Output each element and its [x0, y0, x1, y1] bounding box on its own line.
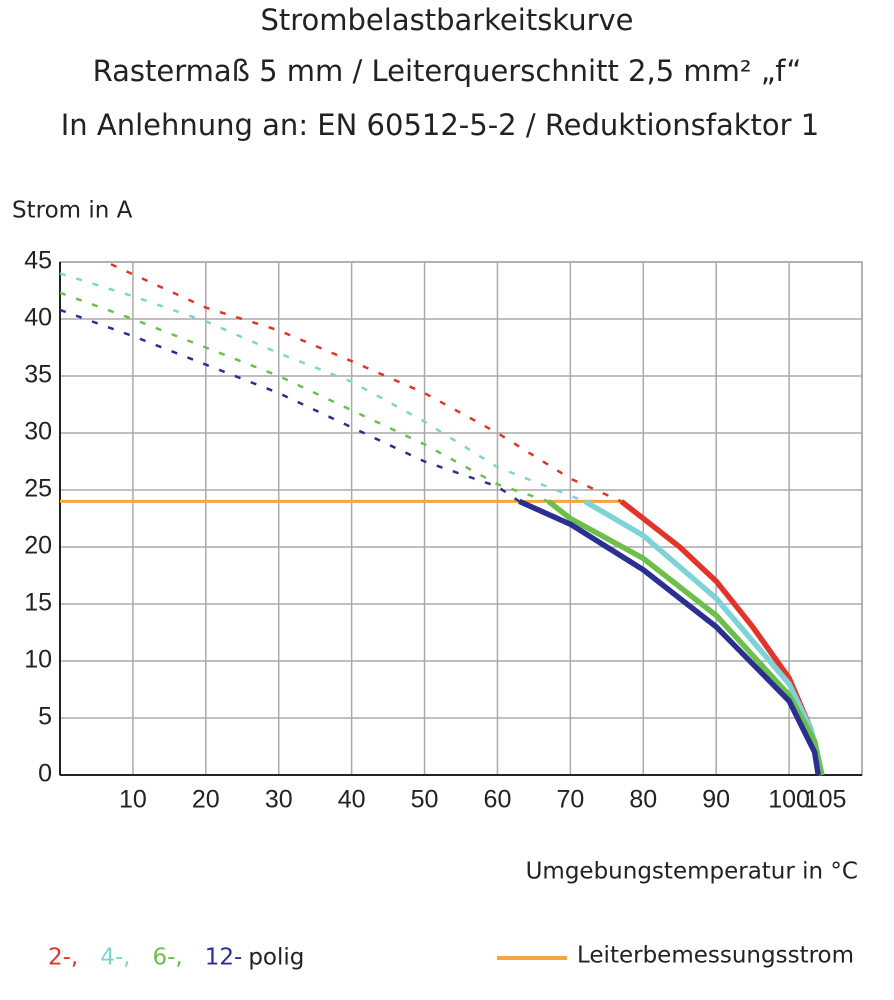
y-tick-label: 30	[24, 418, 52, 446]
x-tick-label: 60	[484, 786, 512, 814]
plot-frame	[59, 261, 863, 776]
y-tick-label: 45	[24, 247, 52, 275]
curve-extrapolated	[110, 263, 622, 503]
y-tick-label: 5	[38, 703, 52, 731]
y-axis-label: Strom in A	[12, 198, 133, 224]
x-tick-label: 90	[702, 786, 730, 814]
x-tick-label: 30	[265, 786, 293, 814]
title-line: Rastermaß 5 mm / Leiterquerschnitt 2,5 m…	[93, 54, 802, 88]
x-tick-label: 40	[338, 786, 366, 814]
curve-extrapolated	[59, 308, 521, 503]
y-tick-label: 20	[24, 532, 52, 560]
curve	[518, 498, 821, 776]
y-tick-label: 0	[38, 760, 52, 788]
legend-entry: Leiterbemessungsstrom	[577, 943, 854, 969]
x-tick-label: 50	[411, 786, 439, 814]
x-axis-label: Umgebungstemperatur in °C	[526, 859, 858, 885]
y-tick-label: 10	[24, 646, 52, 674]
y-tick-label: 15	[24, 589, 52, 617]
x-tick-label: 80	[629, 786, 657, 814]
y-tick-label: 35	[24, 361, 52, 389]
legend-entry: 12-	[205, 945, 243, 971]
x-tick-label: 20	[192, 786, 220, 814]
title-line: Strombelastbarkeitskurve	[260, 3, 633, 37]
x-tick-label: 105	[805, 786, 847, 814]
legend-suffix: polig	[248, 945, 304, 971]
legend-entry: 4-,	[100, 945, 130, 971]
curve-extrapolated	[59, 272, 586, 503]
legend-entry: 6-,	[153, 945, 183, 971]
title-line: In Anlehnung an: EN 60512-5-2 / Reduktio…	[61, 108, 820, 142]
x-tick-label: 10	[119, 786, 147, 814]
legend-entry: 2-,	[48, 945, 78, 971]
curve	[546, 499, 825, 776]
x-tick-label: 100	[768, 786, 810, 814]
curve	[583, 499, 825, 776]
x-tick-label: 70	[556, 786, 584, 814]
y-tick-label: 25	[24, 475, 52, 503]
curve-extrapolated	[59, 291, 549, 503]
y-tick-label: 40	[24, 304, 52, 332]
